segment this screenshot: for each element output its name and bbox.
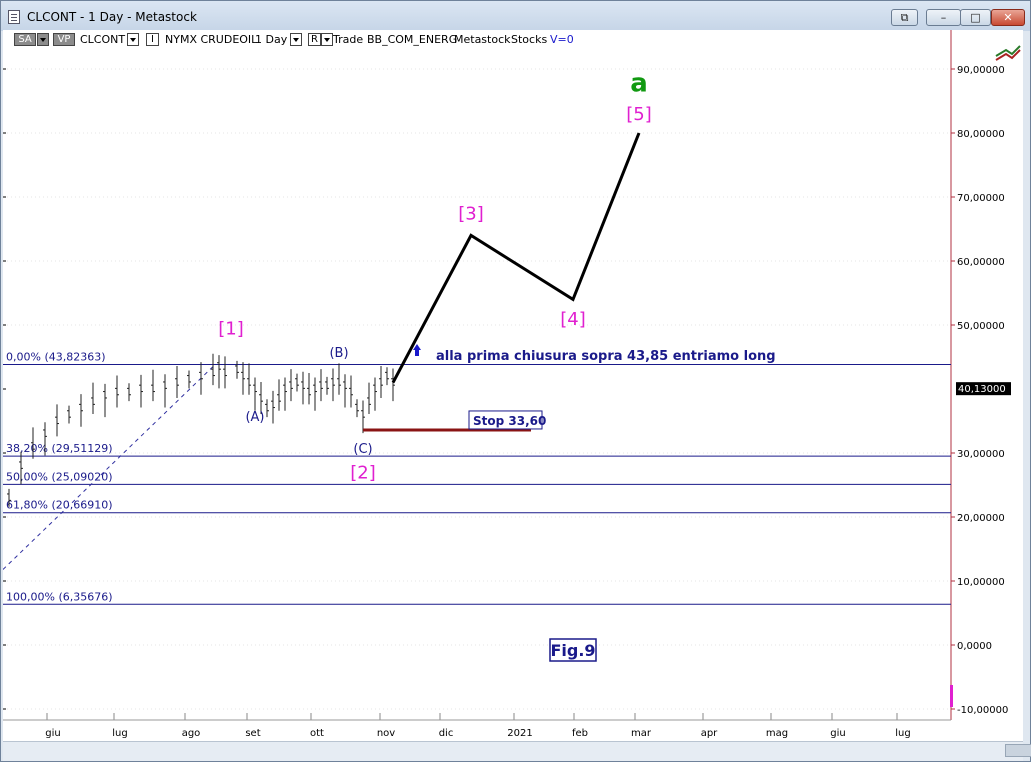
y-tick-label: 70,00000 (957, 193, 1005, 204)
figure-label: Fig.9 (550, 641, 595, 660)
fib-label: 38,20% (29,51129) (6, 442, 113, 455)
fib-label: 50,00% (25,09020) (6, 470, 113, 483)
sa-dropdown[interactable] (37, 33, 49, 46)
volume-label: V=0 (550, 33, 574, 46)
x-tick-label: feb (572, 728, 588, 739)
symbol-dropdown[interactable] (127, 33, 139, 46)
chart-area[interactable]: 90,00000 80,00000 70,00000 60,00000 50,00000… (2, 30, 1023, 741)
window-title: CLCONT - 1 Day - Metastock (27, 10, 197, 24)
wave-label: [3] (458, 203, 484, 224)
breakout-arrow (413, 344, 421, 350)
i-button[interactable]: I (146, 33, 159, 46)
fib-label: 0,00% (43,82363) (6, 351, 106, 364)
y-tick-label: -10,00000 (957, 705, 1008, 716)
fib-label: 100,00% (6,35676) (6, 590, 113, 603)
y-tick-label: 60,00000 (957, 257, 1005, 268)
close-icon: ✕ (1003, 11, 1013, 24)
x-tick-label: mag (766, 728, 788, 739)
figure-label-box (549, 638, 597, 662)
stop-label: Stop 33,60 (473, 414, 546, 428)
last-price-tag (956, 382, 1011, 396)
chart-tool-icon (995, 45, 1021, 57)
minimize-button[interactable]: – (926, 9, 961, 26)
period-label: 1 Day (255, 33, 288, 46)
x-tick-label: dic (439, 728, 454, 739)
x-tick-label: lug (112, 728, 127, 739)
y-tick-label: 90,00000 (957, 65, 1005, 76)
trade-label: Trade (333, 33, 364, 46)
stocks-label: Stocks (511, 33, 548, 46)
symbol-label: CLCONT (80, 33, 126, 46)
title-bar[interactable]: CLCONT - 1 Day - Metastock ⧉ – □ ✕ (1, 1, 1030, 31)
restore-icon: ⧉ (900, 11, 909, 24)
sa-button[interactable]: SA (14, 33, 36, 46)
last-price-label: 40,13000 (958, 384, 1006, 395)
close-button[interactable]: ✕ (991, 9, 1025, 26)
x-tick-label: ott (310, 728, 324, 739)
horizontal-scrollbar[interactable] (3, 741, 1023, 761)
stop-box (468, 410, 543, 430)
y-tick-label: 30,00000 (957, 449, 1005, 460)
feed-label: BB_COM_ENERG (367, 33, 458, 46)
x-tick-label: ago (182, 728, 201, 739)
maximize-button[interactable]: □ (960, 9, 991, 26)
vp-button[interactable]: VP (53, 33, 75, 46)
x-tick-label: mar (631, 728, 652, 739)
projection-path (391, 132, 641, 384)
y-tick-label: 20,00000 (957, 513, 1005, 524)
y-tick-label: 50,00000 (957, 321, 1005, 332)
wave-label: [2] (350, 463, 376, 484)
chart-tool-icon-secondary (995, 49, 1021, 61)
y-tick-label: 80,00000 (957, 129, 1005, 140)
source-label: Metastock (454, 33, 511, 46)
x-tick-label: lug (895, 728, 910, 739)
wave-label: [1] (218, 319, 244, 340)
maximize-icon: □ (970, 11, 981, 24)
wave-label: (C) (353, 442, 372, 457)
fib-label: 61,80% (20,66910) (6, 499, 113, 512)
wave-label: (A) (245, 410, 264, 425)
scroll-marker (950, 685, 953, 707)
restore-button[interactable]: ⧉ (891, 9, 918, 26)
x-tick-label: apr (701, 728, 718, 739)
resize-grip[interactable] (1005, 744, 1031, 757)
minimize-icon: – (940, 11, 947, 24)
x-tick-label: 2021 (507, 728, 532, 739)
price-chart: 90,00000 80,00000 70,00000 60,00000 50,00000… (2, 30, 1021, 739)
wave-label: (B) (329, 346, 348, 361)
trend-line (2, 366, 214, 570)
app-icon (8, 10, 20, 24)
x-tick-label: set (245, 728, 260, 739)
y-tick-label: 0,0000 (957, 641, 992, 652)
y-tick-label: 10,00000 (957, 577, 1005, 588)
r-button[interactable]: R (308, 33, 321, 46)
breakout-arrow-stem (415, 350, 419, 356)
period-dropdown[interactable] (290, 33, 302, 46)
wave-label: [5] (626, 104, 652, 125)
x-tick-label: giu (45, 728, 60, 739)
exchange-label: NYMX CRUDEOIL (165, 33, 258, 46)
wave-label: [4] (560, 309, 586, 330)
x-tick-label: giu (830, 728, 845, 739)
x-tick-label: nov (377, 728, 395, 739)
entry-annotation: alla prima chiusura sopra 43,85 entriamo… (436, 349, 776, 364)
wave-label: a (630, 68, 648, 98)
r-dropdown[interactable] (321, 33, 333, 46)
